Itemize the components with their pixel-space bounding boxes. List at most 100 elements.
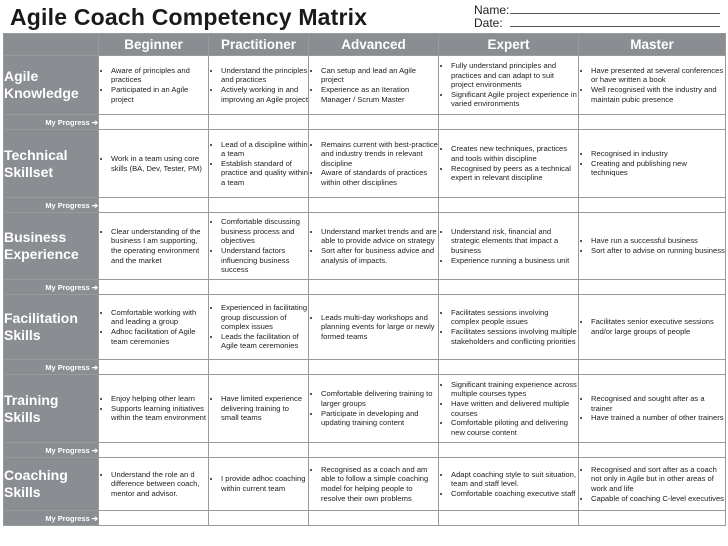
progress-cell-practitioner[interactable] — [208, 359, 309, 375]
criteria-item: Participate in developing and updating t… — [321, 409, 438, 428]
progress-cell-practitioner[interactable] — [208, 197, 309, 213]
criteria-item: Significant Agile project experience in … — [451, 90, 578, 109]
progress-cell-beginner[interactable] — [98, 114, 209, 130]
criteria-item: Participated in an Agile project — [111, 85, 208, 104]
cell-facilitation-skills-advanced: Leads multi-day workshops and planning e… — [308, 294, 439, 360]
row-label-agile-knowledge: Agile Knowledge — [3, 55, 99, 115]
name-field[interactable]: Name: — [474, 3, 720, 17]
date-line[interactable] — [510, 17, 720, 27]
row-label-facilitation-skills: Facilitation Skills — [3, 294, 99, 360]
criteria-item: Recognised and sort after as a coach not… — [591, 465, 725, 494]
date-field[interactable]: Date: — [474, 16, 720, 30]
criteria-item: Creating and publishing new techniques — [591, 159, 725, 178]
progress-row-technical-skillset: My Progress ➔ — [3, 197, 726, 213]
progress-cell-practitioner[interactable] — [208, 279, 309, 295]
date-label: Date: — [474, 16, 503, 30]
progress-cell-expert[interactable] — [438, 279, 579, 295]
progress-row-agile-knowledge: My Progress ➔ — [3, 114, 726, 130]
criteria-list: Comfortable discussing business process … — [209, 217, 308, 275]
progress-cell-expert[interactable] — [438, 510, 579, 526]
criteria-item: Have limited experience delivering train… — [221, 394, 308, 423]
cell-technical-skillset-practitioner: Lead of a discipline within a teamEstabl… — [208, 129, 309, 198]
row-label-coaching-skills: Coaching Skills — [3, 457, 99, 511]
competency-row-training-skills: Training SkillsEnjoy helping other learn… — [3, 374, 726, 443]
progress-cell-expert[interactable] — [438, 197, 579, 213]
progress-cell-beginner[interactable] — [98, 197, 209, 213]
progress-cell-expert[interactable] — [438, 359, 579, 375]
progress-cell-master[interactable] — [578, 197, 726, 213]
criteria-list: Work in a team using core skills (BA, De… — [99, 154, 208, 173]
criteria-item: Adapt coaching style to suit situation, … — [451, 470, 578, 489]
criteria-item: Comfortable delivering training to large… — [321, 389, 438, 408]
progress-cell-practitioner[interactable] — [208, 510, 309, 526]
criteria-list: Facilitates senior executive sessions an… — [579, 317, 725, 336]
criteria-list: Understand market trends and are able to… — [309, 227, 438, 265]
criteria-list: Remains current with best-practice and i… — [309, 140, 438, 188]
cell-facilitation-skills-beginner: Comfortable working with and leading a g… — [98, 294, 209, 360]
criteria-list: Creates new techniques, practices and to… — [439, 144, 578, 182]
level-header-master: Master — [578, 33, 726, 56]
progress-cell-master[interactable] — [578, 279, 726, 295]
progress-cell-advanced[interactable] — [308, 510, 439, 526]
progress-cell-master[interactable] — [578, 510, 726, 526]
criteria-item: Well recognised with the industry and ma… — [591, 85, 725, 104]
criteria-item: Aware of standards of practices within o… — [321, 168, 438, 187]
criteria-list: Recognised and sought after as a trainer… — [579, 394, 725, 423]
progress-cell-advanced[interactable] — [308, 114, 439, 130]
cell-business-experience-practitioner: Comfortable discussing business process … — [208, 212, 309, 280]
progress-cell-practitioner[interactable] — [208, 114, 309, 130]
progress-cell-beginner[interactable] — [98, 279, 209, 295]
criteria-item: Understand market trends and are able to… — [321, 227, 438, 246]
row-label-technical-skillset: Technical Skillset — [3, 129, 99, 198]
progress-cell-advanced[interactable] — [308, 359, 439, 375]
cell-agile-knowledge-advanced: Can setup and lead an Agile projectExper… — [308, 55, 439, 115]
matrix-body: Agile KnowledgeAware of principles and p… — [3, 55, 726, 526]
criteria-list: Have run a successful businessSort after… — [579, 236, 725, 255]
progress-cell-advanced[interactable] — [308, 442, 439, 458]
criteria-item: Comfortable discussing business process … — [221, 217, 308, 246]
my-progress-label: My Progress ➔ — [3, 279, 99, 295]
progress-cell-master[interactable] — [578, 114, 726, 130]
criteria-list: Understand the principles and practicesA… — [209, 66, 308, 104]
progress-cell-practitioner[interactable] — [208, 442, 309, 458]
criteria-item: Recognised as a coach and am able to fol… — [321, 465, 438, 503]
criteria-item: Leads the facilitation of Agile team cer… — [221, 332, 308, 351]
criteria-item: Comfortable working with and leading a g… — [111, 308, 208, 327]
criteria-item: I provide adhoc coaching within current … — [221, 474, 308, 493]
progress-row-business-experience: My Progress ➔ — [3, 279, 726, 295]
header-corner — [3, 33, 99, 56]
page-title: Agile Coach Competency Matrix — [10, 4, 368, 30]
criteria-list: Understand risk, financial and strategic… — [439, 227, 578, 265]
criteria-list: I provide adhoc coaching within current … — [209, 474, 308, 493]
progress-cell-beginner[interactable] — [98, 442, 209, 458]
criteria-list: Aware of principles and practicesPartici… — [99, 66, 208, 104]
criteria-item: Actively working in and improving an Agi… — [221, 85, 308, 104]
cell-facilitation-skills-master: Facilitates senior executive sessions an… — [578, 294, 726, 360]
criteria-list: Enjoy helping other learnSupports learni… — [99, 394, 208, 423]
progress-cell-expert[interactable] — [438, 442, 579, 458]
criteria-list: Leads multi-day workshops and planning e… — [309, 313, 438, 342]
criteria-item: Clear understanding of the business I am… — [111, 227, 208, 265]
progress-cell-master[interactable] — [578, 359, 726, 375]
criteria-list: Recognised as a coach and am able to fol… — [309, 465, 438, 503]
criteria-list: Clear understanding of the business I am… — [99, 227, 208, 265]
criteria-item: Lead of a discipline within a team — [221, 140, 308, 159]
criteria-item: Sort after to advise on running business — [591, 246, 725, 256]
criteria-list: Facilitates sessions involving complex p… — [439, 308, 578, 346]
criteria-list: Recognised in industryCreating and publi… — [579, 149, 725, 178]
name-line[interactable] — [510, 4, 720, 14]
criteria-item: Facilitates senior executive sessions an… — [591, 317, 725, 336]
criteria-item: Aware of principles and practices — [111, 66, 208, 85]
competency-row-business-experience: Business Experience Clear understanding o… — [3, 212, 726, 280]
cell-coaching-skills-practitioner: I provide adhoc coaching within current … — [208, 457, 309, 511]
level-header-expert: Expert — [438, 33, 579, 56]
progress-cell-expert[interactable] — [438, 114, 579, 130]
progress-cell-advanced[interactable] — [308, 279, 439, 295]
progress-cell-advanced[interactable] — [308, 197, 439, 213]
criteria-item: Experienced in facilitating group discus… — [221, 303, 308, 332]
criteria-item: Establish standard of practice and quali… — [221, 159, 308, 188]
progress-cell-beginner[interactable] — [98, 359, 209, 375]
progress-cell-master[interactable] — [578, 442, 726, 458]
progress-cell-beginner[interactable] — [98, 510, 209, 526]
criteria-item: Comfortable piloting and delivering new … — [451, 418, 578, 437]
